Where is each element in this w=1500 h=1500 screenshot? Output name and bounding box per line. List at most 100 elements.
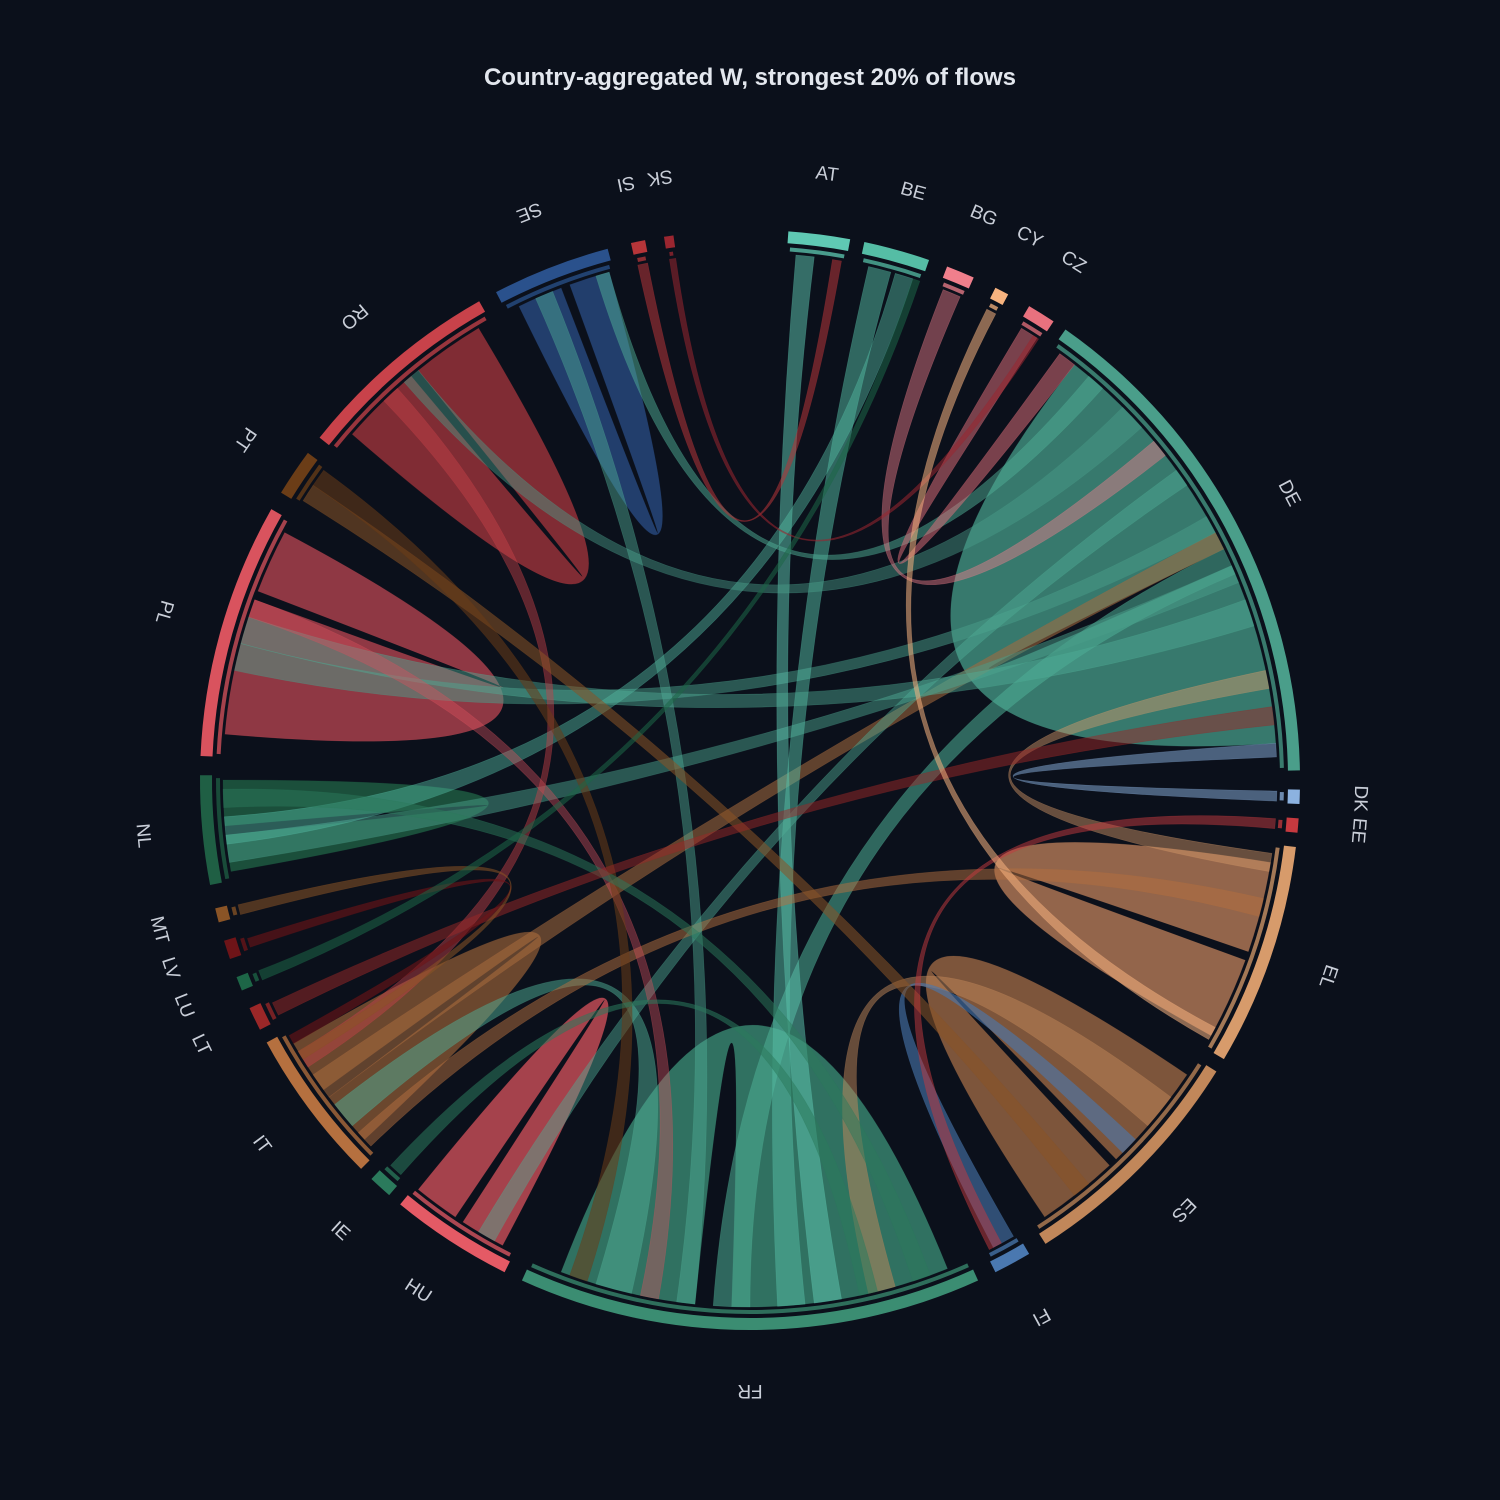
group-label-at: AT <box>814 163 840 187</box>
group-arc-lv <box>224 937 242 960</box>
ribbon-lu-to-be <box>258 278 921 981</box>
group-label-bg: BG <box>967 201 1000 231</box>
group-track-se <box>505 264 611 309</box>
group-label-de: DE <box>1274 477 1305 510</box>
group-arc-fr <box>521 1269 979 1331</box>
group-track-lv <box>240 937 248 952</box>
ribbon-ro-to-de <box>403 370 1143 594</box>
ribbon-mt-to-it <box>237 866 512 1060</box>
ribbon-hu-to-de <box>478 469 1188 1242</box>
group-track-fr <box>531 1263 969 1314</box>
group-arc-pt <box>281 452 318 499</box>
ribbon-de-to-it <box>312 532 1225 1098</box>
ribbon-it-to-el <box>357 868 1264 1147</box>
group-label-cy: CY <box>1013 222 1046 253</box>
group-arc-nl <box>199 775 222 885</box>
ribbon-de-to-fr <box>712 548 1236 1308</box>
group-track-dk <box>1279 792 1284 801</box>
ribbon-layer <box>222 254 1278 1308</box>
ribbon-ro-to-it <box>297 387 555 1068</box>
group-label-lu: LU <box>170 991 199 1021</box>
group-label-be: BE <box>898 178 928 205</box>
group-label-it: IT <box>248 1132 275 1158</box>
self-ribbon-hu <box>417 997 609 1246</box>
group-label-ie: IE <box>326 1217 353 1245</box>
ribbon-sk-to-cz <box>669 257 1039 542</box>
ribbon-se-to-de <box>595 271 1104 560</box>
ribbon-ee-to-fi <box>914 815 1276 1250</box>
group-arc-bg <box>942 266 974 289</box>
group-label-lt: LT <box>187 1031 215 1059</box>
group-arc-lt <box>249 1003 271 1030</box>
group-label-lv: LV <box>157 955 184 983</box>
ribbon-de-to-nl <box>225 565 1240 863</box>
group-label-es: ES <box>1167 1193 1200 1226</box>
group-label-hu: HU <box>401 1275 435 1308</box>
ribbon-ie-to-fr <box>390 999 878 1296</box>
chart-title: Country-aggregated W, strongest 20% of f… <box>483 64 1017 91</box>
ribbon-si-to-at <box>637 259 842 522</box>
group-arc-dk <box>1287 789 1300 804</box>
group-arc-mt <box>215 905 231 923</box>
group-label-ro: RO <box>336 299 371 333</box>
group-arc-be <box>861 242 930 272</box>
group-track-at <box>789 247 845 259</box>
group-track-mt <box>231 906 238 916</box>
group-arc-lu <box>236 972 253 991</box>
group-arc-hu <box>400 1195 510 1273</box>
ribbon-cz-to-de <box>897 327 1075 564</box>
group-label-pl: PL <box>151 598 178 626</box>
group-track-sk <box>669 251 674 257</box>
group-arc-es <box>1039 1065 1217 1244</box>
group-track-ie <box>384 1166 401 1182</box>
self-ribbon-ro <box>351 327 589 585</box>
group-arc-cy <box>990 287 1009 305</box>
ribbon-es-to-fr <box>842 975 1172 1294</box>
group-arc-se <box>496 248 611 303</box>
group-track-lt <box>265 1002 277 1020</box>
group-track-pt <box>296 464 323 501</box>
ribbon-fi-to-es <box>898 982 1136 1248</box>
group-track-be <box>862 258 922 278</box>
group-label-se: SE <box>513 198 544 227</box>
group-label-fr: FR <box>737 1380 762 1401</box>
group-label-fi: FI <box>1029 1303 1054 1330</box>
group-arc-at <box>787 231 851 252</box>
ribbon-el-to-de <box>1008 670 1273 872</box>
ribbon-pt-to-fr <box>312 469 633 1282</box>
group-track-si <box>637 256 647 262</box>
group-track-ee <box>1277 819 1283 829</box>
group-track-cz <box>1021 321 1043 337</box>
ribbon-cy-to-el <box>906 308 1216 1040</box>
ribbon-pl-to-de <box>240 599 1255 708</box>
ribbon-se-to-fr <box>535 290 708 1305</box>
group-label-mt: MT <box>146 914 173 946</box>
group-arc-sk <box>663 235 676 249</box>
ribbon-de-to-pl <box>234 516 1216 705</box>
group-track-it <box>282 1035 374 1156</box>
group-arc-ee <box>1285 817 1299 833</box>
group-arc-pl <box>200 509 282 757</box>
ribbon-pl-to-fr <box>248 599 674 1300</box>
group-label-ee: EE <box>1347 817 1370 844</box>
ribbon-dk-to-de <box>1013 742 1278 802</box>
group-arc-el <box>1213 845 1296 1060</box>
ribbon-bg-to-de <box>881 289 1166 585</box>
group-track-lu <box>252 972 260 982</box>
group-track-hu <box>412 1190 512 1257</box>
group-track-cy <box>988 303 999 311</box>
group-arc-ie <box>371 1170 398 1196</box>
ribbon-pt-to-es <box>302 484 1090 1196</box>
ribbon-be-to-nl <box>223 273 914 845</box>
group-arc-ro <box>319 301 486 446</box>
group-label-si: SI <box>615 171 637 195</box>
arc-layer <box>199 231 1300 1331</box>
group-label-cz: CZ <box>1057 247 1090 278</box>
group-arc-si <box>630 240 648 255</box>
group-arc-it <box>266 1036 370 1169</box>
group-track-nl <box>215 778 230 880</box>
group-track-fi <box>988 1238 1019 1257</box>
group-label-sk: SK <box>646 165 674 190</box>
group-label-pt: PT <box>229 423 260 455</box>
